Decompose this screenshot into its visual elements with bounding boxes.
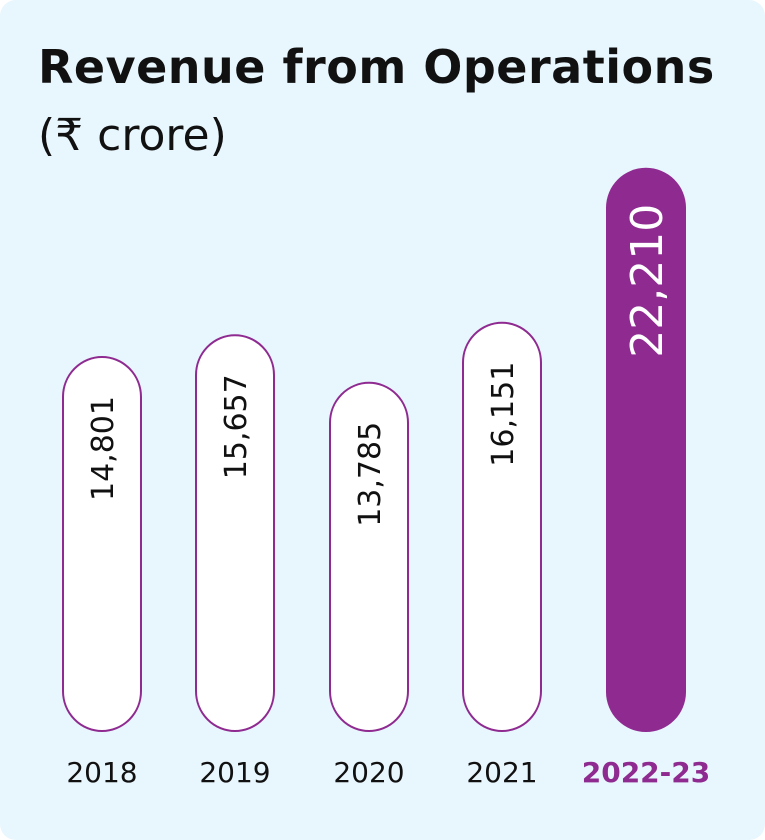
bar-group-2021: 16,151 2021 xyxy=(462,321,542,789)
bar-value-label: 13,785 xyxy=(353,422,388,527)
category-label: 2022-23 xyxy=(582,756,711,789)
bar-2022-23 xyxy=(606,167,686,733)
bar-2018 xyxy=(62,356,142,732)
category-label: 2018 xyxy=(66,756,137,789)
category-label: 2021 xyxy=(466,756,537,789)
chart-subtitle: (₹ crore) xyxy=(38,110,227,161)
category-label: 2020 xyxy=(333,756,404,789)
bar-group-2022-23: 22,210 2022-23 xyxy=(582,167,711,789)
bar-value-label: 14,801 xyxy=(86,396,121,501)
bar-value-label: 22,210 xyxy=(622,204,673,358)
bar-group-2020: 13,785 2020 xyxy=(329,381,409,789)
bar-value-label: 16,151 xyxy=(486,362,521,467)
bar-value-label: 15,657 xyxy=(219,374,254,479)
bar-group-2019: 15,657 2019 xyxy=(195,334,275,789)
bar-group-2018: 14,801 2018 xyxy=(62,356,142,789)
chart-title: Revenue from Operations xyxy=(38,40,715,94)
bar-2021 xyxy=(462,321,542,732)
bar-2019 xyxy=(195,334,275,732)
category-label: 2019 xyxy=(199,756,270,789)
bar-2020 xyxy=(329,381,409,732)
